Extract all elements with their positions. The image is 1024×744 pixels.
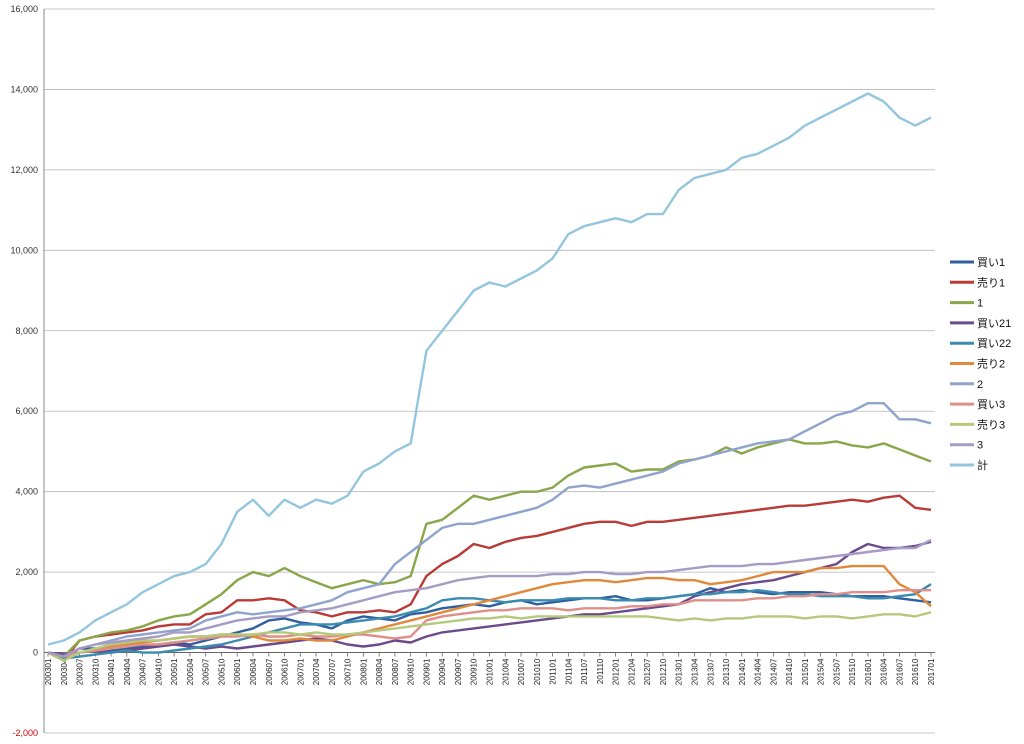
- x-tick-label: 201604: [880, 658, 889, 685]
- x-tick-label: 200407: [139, 658, 148, 685]
- x-tick-label: 201507: [832, 658, 841, 685]
- x-tick-label: 201004: [501, 658, 510, 685]
- x-tick-label: 201501: [801, 658, 810, 685]
- x-tick-label: 200710: [344, 658, 353, 685]
- legend-label: 買い22: [977, 337, 1011, 350]
- x-tick-label: 200504: [186, 658, 195, 685]
- x-tick-label: 200807: [391, 658, 400, 685]
- series-line: [47, 611, 932, 662]
- x-tick-label: 200404: [123, 658, 132, 685]
- x-tick-label: 200910: [470, 658, 479, 685]
- x-tick-label: 201101: [549, 658, 558, 685]
- y-tick-label: 6,000: [15, 406, 38, 416]
- series-line: [47, 494, 932, 662]
- series-line: [47, 538, 932, 658]
- series-line: [47, 589, 931, 658]
- x-tick-label: 200801: [359, 658, 368, 685]
- x-tick-label: 200601: [233, 658, 242, 685]
- x-tick-label: 200307: [76, 658, 85, 685]
- legend-label: 買い21: [977, 317, 1011, 330]
- x-tick-label: 200310: [91, 658, 100, 685]
- x-tick-label: 200901: [422, 658, 431, 685]
- x-tick-label: 200907: [454, 658, 463, 685]
- legend-label: 3: [977, 440, 983, 452]
- x-tick-label: 200810: [407, 658, 416, 685]
- y-axis-ticks: -2,000 0 2,000 4,000 6,000 8,000 10,000 12,000 1…: [10, 4, 38, 738]
- legend-label: 1: [977, 298, 983, 310]
- legend: 買い1 売り1 1 買い21 買い22 売り2 2 買い3 売り3 3 計: [950, 256, 1011, 472]
- x-tick-label: 201110: [596, 658, 605, 684]
- x-tick-label: 201201: [612, 658, 621, 685]
- x-tick-label: 201404: [754, 658, 763, 685]
- x-tick-label: 200707: [328, 658, 337, 685]
- x-tick-label: 200304: [60, 658, 69, 685]
- x-tick-label: 201410: [785, 658, 794, 685]
- x-tick-label: 201504: [817, 658, 826, 685]
- legend-label: 買い1: [977, 256, 1005, 269]
- x-tick-label: 201104: [564, 658, 573, 685]
- x-tick-label: 201510: [848, 658, 857, 685]
- series-line: [47, 92, 932, 646]
- x-tick-label: 201001: [486, 658, 495, 685]
- x-tick-label: 200401: [107, 658, 116, 685]
- y-tick-label: 2,000: [15, 567, 38, 577]
- x-tick-label: 200701: [296, 658, 305, 685]
- x-tick-label: 201007: [517, 658, 526, 685]
- x-tick-label: 200607: [265, 658, 274, 685]
- y-tick-label: 4,000: [15, 487, 38, 497]
- legend-label: 2: [977, 379, 983, 391]
- legend-label: 売り3: [977, 418, 1005, 431]
- x-tick-label: 201304: [690, 658, 699, 685]
- x-tick-label: 200904: [438, 658, 447, 685]
- y-tick-label: 10,000: [10, 245, 38, 255]
- x-tick-label: 201610: [911, 658, 920, 685]
- x-tick-label: 201307: [706, 658, 715, 685]
- x-tick-label: 201207: [643, 658, 652, 685]
- x-tick-label: 201701: [927, 658, 936, 685]
- x-tick-label: 200804: [375, 658, 384, 685]
- x-tick-label: 201601: [864, 658, 873, 685]
- x-tick-label: 201210: [659, 658, 668, 685]
- x-tick-label: 200410: [154, 658, 163, 685]
- legend-label: 買い3: [977, 398, 1005, 411]
- series-line: [47, 402, 932, 658]
- y-tick-label: 0: [33, 648, 38, 658]
- x-tick-label: 201301: [675, 658, 684, 685]
- x-tick-label: 200604: [249, 658, 258, 685]
- x-tick-label: 200510: [217, 658, 226, 685]
- legend-label: 売り1: [977, 276, 1005, 289]
- x-tick-label: 201407: [769, 658, 778, 685]
- x-tick-label: 200507: [202, 658, 211, 685]
- series-lines: [47, 92, 932, 662]
- y-tick-label: -2,000: [12, 728, 38, 738]
- legend-label: 計: [977, 458, 988, 472]
- y-tick-label: 8,000: [15, 326, 38, 336]
- x-tick-label: 200704: [312, 658, 321, 685]
- x-tick-label: 201401: [738, 658, 747, 685]
- x-tick-label: 200501: [170, 658, 179, 685]
- x-tick-label: 201010: [533, 658, 542, 685]
- x-tick-label: 200301: [44, 658, 53, 685]
- y-tick-label: 16,000: [10, 4, 38, 14]
- x-tick-label: 201607: [895, 658, 904, 685]
- x-tick-label: 201107: [580, 658, 589, 685]
- legend-label: 売り2: [977, 358, 1005, 371]
- y-tick-label: 14,000: [10, 84, 38, 94]
- x-tick-label: 201204: [627, 658, 636, 685]
- x-tick-label: 200610: [281, 658, 290, 685]
- y-tick-label: 12,000: [10, 165, 38, 175]
- x-axis: 200301 200304 200307 200310 200401 200404 2004…: [44, 652, 936, 685]
- x-tick-label: 201310: [722, 658, 731, 685]
